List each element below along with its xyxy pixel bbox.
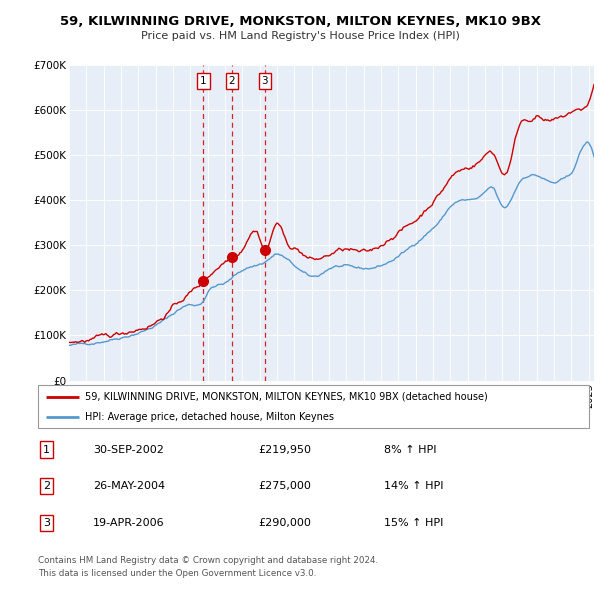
Text: 2: 2 (229, 76, 235, 86)
Text: £275,000: £275,000 (258, 481, 311, 491)
Text: 30-SEP-2002: 30-SEP-2002 (93, 445, 164, 454)
Text: This data is licensed under the Open Government Licence v3.0.: This data is licensed under the Open Gov… (38, 569, 316, 578)
Text: £290,000: £290,000 (258, 518, 311, 527)
Text: 2: 2 (43, 481, 50, 491)
Text: HPI: Average price, detached house, Milton Keynes: HPI: Average price, detached house, Milt… (85, 412, 334, 422)
FancyBboxPatch shape (38, 385, 589, 428)
Text: 3: 3 (43, 518, 50, 527)
Text: 15% ↑ HPI: 15% ↑ HPI (384, 518, 443, 527)
Text: £219,950: £219,950 (258, 445, 311, 454)
Text: Price paid vs. HM Land Registry's House Price Index (HPI): Price paid vs. HM Land Registry's House … (140, 31, 460, 41)
Text: 14% ↑ HPI: 14% ↑ HPI (384, 481, 443, 491)
Text: 1: 1 (200, 76, 206, 86)
Text: 19-APR-2006: 19-APR-2006 (93, 518, 164, 527)
Text: 3: 3 (262, 76, 268, 86)
Text: 59, KILWINNING DRIVE, MONKSTON, MILTON KEYNES, MK10 9BX: 59, KILWINNING DRIVE, MONKSTON, MILTON K… (59, 15, 541, 28)
Text: 8% ↑ HPI: 8% ↑ HPI (384, 445, 437, 454)
Text: Contains HM Land Registry data © Crown copyright and database right 2024.: Contains HM Land Registry data © Crown c… (38, 556, 378, 565)
Text: 59, KILWINNING DRIVE, MONKSTON, MILTON KEYNES, MK10 9BX (detached house): 59, KILWINNING DRIVE, MONKSTON, MILTON K… (85, 392, 487, 402)
Text: 1: 1 (43, 445, 50, 454)
Text: 26-MAY-2004: 26-MAY-2004 (93, 481, 165, 491)
